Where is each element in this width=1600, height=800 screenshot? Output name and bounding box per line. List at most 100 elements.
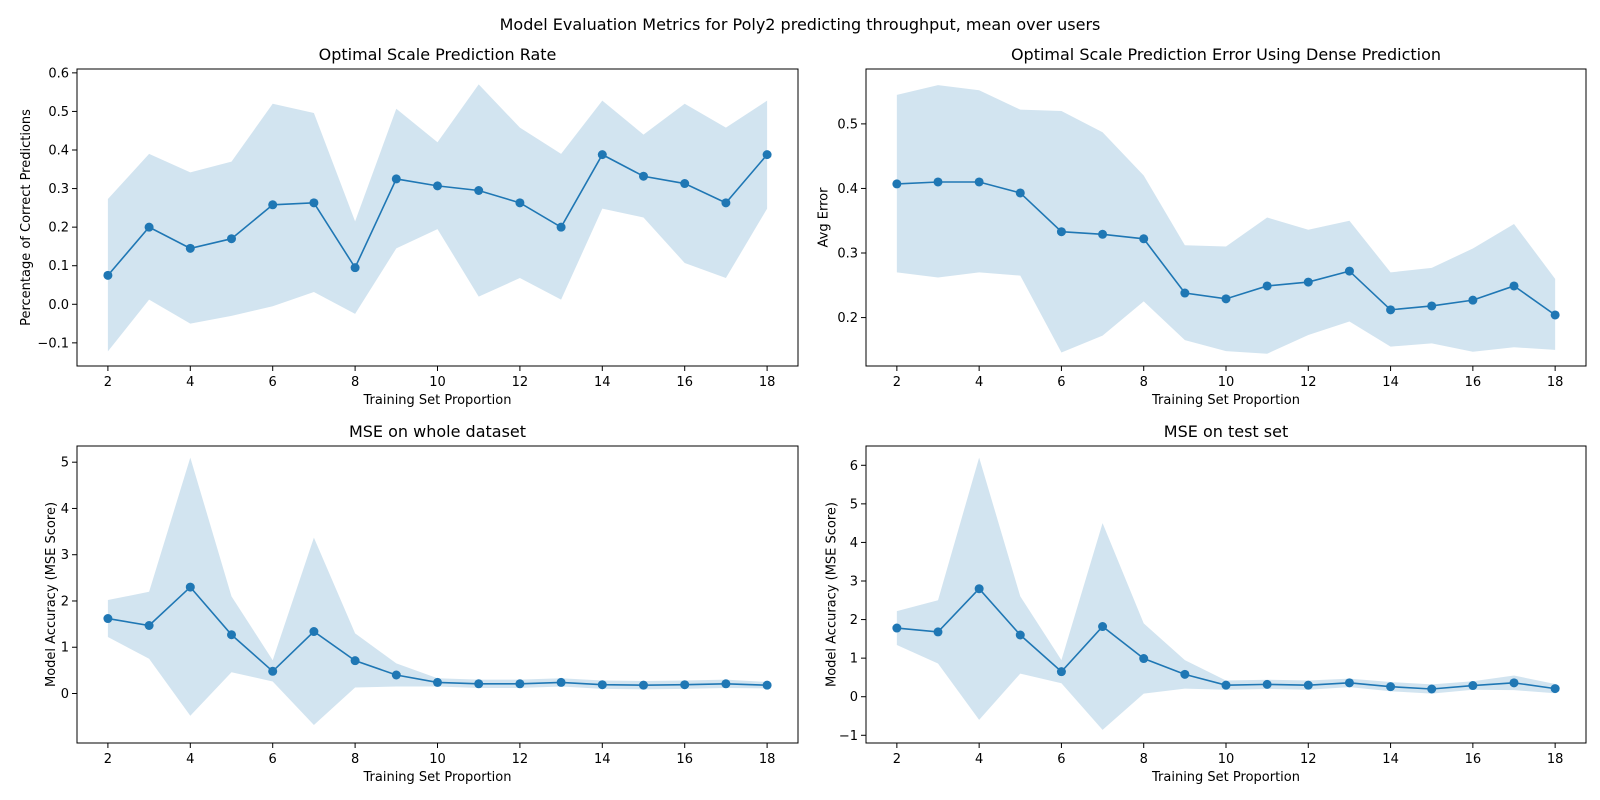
data-point (1550, 684, 1560, 694)
data-point (1221, 294, 1231, 304)
chart-panel: 2 4 6 8 10 12 14 16 18 0.2 0.3 0.4 0.5 Optimal Scale … (816, 45, 1587, 408)
y-tick-label: 2 (850, 613, 858, 628)
data-point (892, 623, 902, 633)
data-point (556, 677, 566, 687)
data-point (309, 627, 319, 637)
data-point (1427, 684, 1437, 694)
x-tick-label: 8 (1140, 752, 1148, 767)
x-tick-label: 4 (975, 375, 983, 390)
y-tick-label: 6 (850, 459, 858, 474)
data-point (1180, 288, 1190, 298)
data-point (1015, 188, 1025, 198)
data-point (1015, 630, 1025, 640)
x-tick-label: 2 (893, 752, 901, 767)
y-tick-label: 0.0 (48, 298, 69, 313)
data-point (1509, 678, 1519, 688)
data-point (1262, 281, 1272, 291)
data-point (1509, 281, 1519, 291)
y-tick-label: 2 (61, 594, 69, 609)
data-point (1180, 669, 1190, 679)
x-tick-label: 2 (104, 375, 112, 390)
data-point (1344, 266, 1354, 276)
x-tick-label: 16 (1465, 375, 1482, 390)
y-tick-label: 4 (850, 536, 858, 551)
data-point (680, 179, 690, 189)
data-point (433, 677, 442, 687)
x-tick-label: 16 (676, 752, 693, 767)
data-point (933, 627, 943, 637)
x-tick-label: 10 (1218, 752, 1235, 767)
data-point (1468, 295, 1478, 305)
data-point (1344, 678, 1354, 688)
confidence-band (896, 457, 1556, 730)
x-tick-label: 8 (1140, 375, 1148, 390)
data-point (762, 150, 772, 160)
y-tick-label: 5 (61, 456, 69, 471)
data-point (391, 174, 401, 184)
data-point (227, 630, 236, 640)
data-point (1386, 682, 1396, 692)
y-tick-label: 0.2 (48, 221, 69, 236)
x-tick-label: 18 (1547, 752, 1564, 767)
y-tick-label: 0 (850, 690, 858, 705)
data-point (1303, 680, 1313, 690)
x-tick-label: 4 (186, 752, 194, 767)
y-tick-label: 0.4 (48, 144, 69, 159)
data-point (144, 620, 154, 630)
data-point (892, 179, 902, 189)
x-axis-label: Training Set Proportion (363, 393, 512, 408)
x-tick-label: 8 (351, 752, 359, 767)
data-point (391, 670, 401, 680)
data-point (474, 679, 484, 689)
data-point (103, 270, 113, 280)
y-axis-label: Percentage of Correct Predictions (19, 109, 34, 326)
x-tick-label: 18 (1547, 375, 1564, 390)
data-point (268, 200, 278, 210)
x-tick-label: 6 (269, 752, 277, 767)
data-point (1139, 654, 1149, 664)
data-point (350, 263, 360, 273)
y-tick-label: 0.3 (48, 182, 69, 197)
data-point (556, 222, 566, 232)
y-tick-label: 0.1 (48, 259, 69, 274)
data-point (974, 177, 984, 187)
data-point (103, 614, 113, 624)
x-tick-label: 2 (893, 375, 901, 390)
data-point (309, 198, 319, 208)
x-tick-label: 16 (1465, 752, 1482, 767)
y-tick-label: −0.1 (37, 336, 69, 351)
data-point (974, 584, 984, 594)
data-point (1098, 622, 1108, 632)
chart-title: Optimal Scale Prediction Rate (319, 45, 557, 64)
data-point (680, 680, 690, 690)
x-tick-label: 18 (759, 375, 776, 390)
chart-title: MSE on test set (1164, 422, 1288, 441)
x-tick-label: 4 (975, 752, 983, 767)
x-tick-label: 6 (1057, 752, 1065, 767)
x-tick-label: 12 (512, 752, 529, 767)
data-point (227, 234, 236, 244)
data-point (1056, 667, 1066, 677)
data-point (185, 582, 195, 592)
data-point (515, 679, 525, 689)
x-tick-label: 18 (759, 752, 776, 767)
data-point (185, 243, 195, 253)
data-point (515, 198, 525, 208)
y-tick-label: 0.5 (837, 117, 858, 132)
data-point (1386, 305, 1396, 315)
data-point (350, 656, 360, 666)
data-point (639, 171, 648, 181)
chart-title: Optimal Scale Prediction Error Using Den… (1011, 45, 1441, 64)
y-tick-label: 3 (61, 548, 69, 563)
y-tick-label: 0.4 (837, 182, 858, 197)
data-point (1221, 680, 1231, 690)
y-tick-label: 0.2 (837, 311, 858, 326)
data-point (268, 666, 278, 676)
y-tick-label: 0.3 (837, 247, 858, 262)
x-tick-label: 14 (594, 375, 611, 390)
x-tick-label: 6 (1057, 375, 1065, 390)
y-tick-label: 3 (850, 575, 858, 590)
